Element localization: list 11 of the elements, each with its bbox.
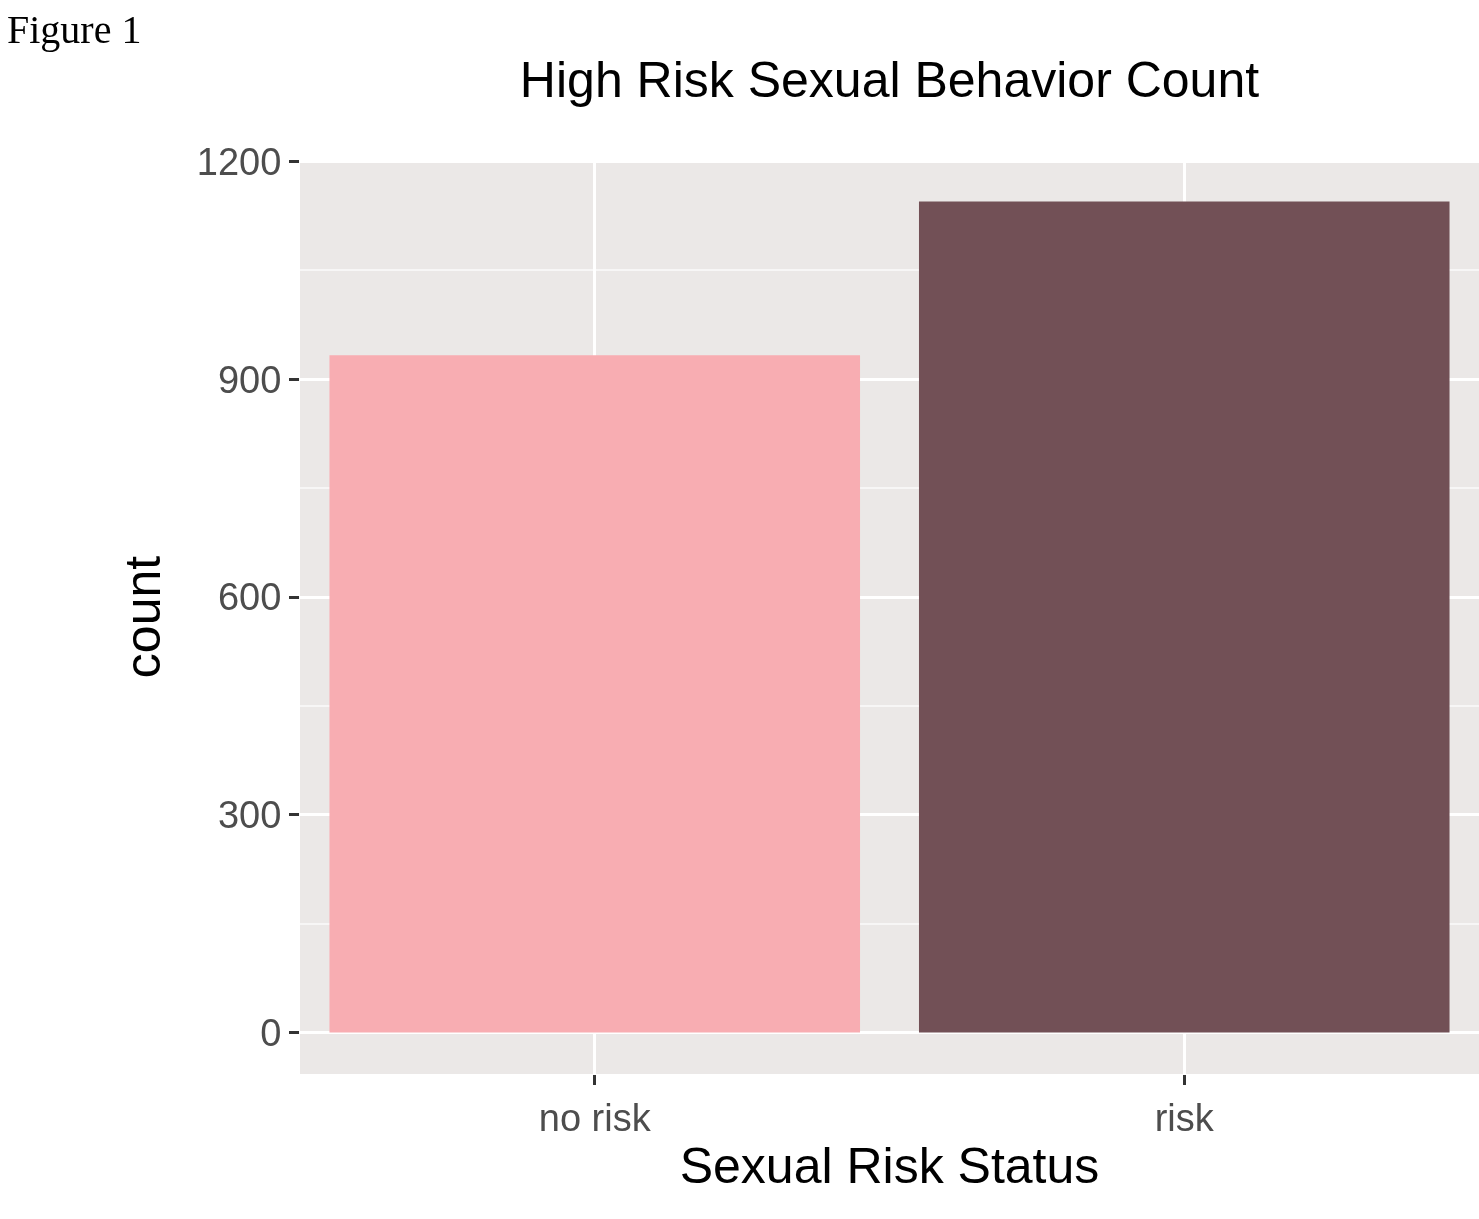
- y-tick-label: 0: [260, 1011, 282, 1054]
- x-axis-title: Sexual Risk Status: [679, 1138, 1100, 1195]
- chart-title: High Risk Sexual Behavior Count: [519, 51, 1260, 108]
- y-tick-label: 600: [217, 576, 282, 619]
- y-tick-label: 300: [217, 794, 282, 837]
- caption: Figure 1: [7, 7, 142, 52]
- x-tick-label: risk: [1154, 1096, 1215, 1139]
- y-axis-title: count: [114, 555, 171, 679]
- x-tick-label: no risk: [538, 1096, 652, 1139]
- y-tick-label: 900: [217, 358, 282, 401]
- y-tick-label: 1200: [196, 140, 282, 183]
